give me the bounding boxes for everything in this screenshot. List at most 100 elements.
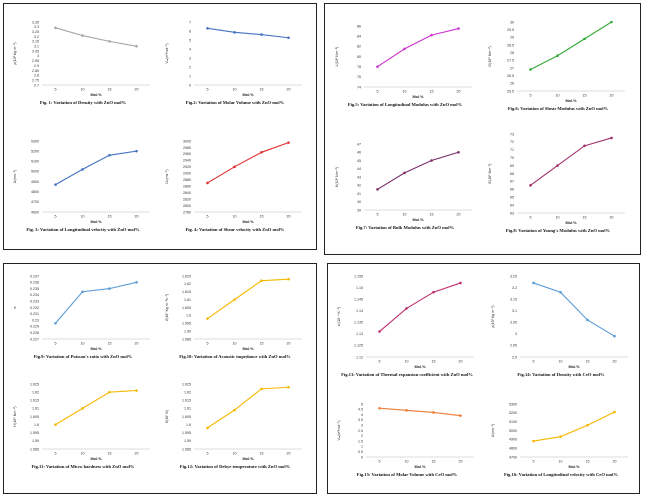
- data-point: [559, 435, 562, 438]
- chart-svg: Z(10⁷ Kg m⁻²s⁻¹)1.6251.621.6151.611.6051…: [165, 274, 302, 351]
- figure-caption: Fig.13: Variation of Thermal expansion c…: [341, 372, 473, 377]
- data-point: [430, 159, 433, 162]
- x-tick-label: 5: [207, 342, 209, 346]
- panel-ceo: [327, 263, 640, 494]
- data-point: [206, 317, 209, 320]
- x-tick-label: 5: [55, 88, 57, 92]
- y-tick-label: 3.35: [32, 20, 39, 24]
- x-tick-label: 10: [559, 460, 563, 464]
- y-tick-label: 26: [510, 82, 514, 86]
- series-line: [533, 282, 615, 337]
- y-tick-label: 2.75: [32, 78, 39, 82]
- y-tick-label: 3.05: [510, 321, 517, 325]
- y-tick-label: 3.15: [32, 40, 39, 44]
- y-tick-label: 5200: [509, 411, 517, 415]
- data-point: [532, 281, 535, 285]
- y-tick-label: 0.227: [30, 337, 39, 341]
- y-axis-label: E(10⁹ Nm⁻²): [488, 163, 492, 183]
- x-axis-label: Mol.%: [566, 221, 578, 225]
- x-axis-label: Mol.%: [569, 465, 581, 469]
- y-tick-label: 45: [357, 159, 361, 163]
- y-tick-label: 76: [357, 75, 361, 79]
- x-tick-label: 5: [55, 342, 57, 346]
- x-tick-label: 5: [207, 452, 209, 456]
- y-tick-label: 1.595: [30, 431, 39, 435]
- y-tick-label: 30: [510, 20, 514, 24]
- data-point: [233, 165, 236, 169]
- data-point: [378, 406, 381, 410]
- y-axis-label: Vₘ(m³mol⁻¹): [337, 420, 341, 440]
- x-tick-label: 15: [108, 452, 112, 456]
- data-point: [108, 153, 111, 157]
- y-tick-label: 43: [357, 175, 361, 179]
- x-tick-label: 10: [403, 90, 407, 94]
- y-tick-label: 2980: [183, 146, 191, 150]
- series-line: [530, 21, 612, 71]
- x-tick-label: 20: [459, 460, 463, 464]
- series-line: [55, 27, 137, 47]
- series-line: [379, 407, 461, 417]
- y-axis-label: αₜ(10⁻⁴ K⁻¹): [337, 307, 341, 326]
- y-tick-label: 27.5: [507, 59, 514, 63]
- y-tick-label: 41: [357, 192, 361, 196]
- y-tick-label: 5000: [509, 429, 517, 433]
- x-tick-label: 15: [260, 88, 264, 92]
- y-tick-label: 1.595: [182, 322, 191, 326]
- x-tick-label: 5: [530, 216, 532, 220]
- x-tick-label: 10: [405, 360, 409, 364]
- data-point: [108, 287, 111, 290]
- y-tick-label: 6: [189, 29, 191, 33]
- y-tick-label: 1.605: [30, 415, 39, 419]
- y-tick-label: 3.3: [34, 25, 39, 29]
- x-tick-label: 10: [556, 216, 560, 220]
- y-axis-label: ρ(10³ Kg m⁻³): [13, 42, 17, 64]
- y-tick-label: 66: [510, 188, 514, 192]
- x-tick-label: 10: [81, 215, 85, 219]
- data-point: [135, 281, 138, 284]
- y-tick-label: 5300: [509, 402, 517, 406]
- data-point: [287, 385, 290, 389]
- data-point: [287, 141, 290, 144]
- y-tick-label: 78: [357, 65, 361, 69]
- y-tick-label: 39: [357, 208, 361, 212]
- y-tick-label: 1.59: [184, 329, 191, 333]
- data-point: [432, 290, 435, 294]
- y-tick-label: 42: [357, 184, 361, 188]
- y-tick-label: 3.1: [34, 45, 39, 49]
- y-tick-label: 2.9: [34, 64, 39, 68]
- x-tick-label: 20: [287, 215, 291, 219]
- data-point: [403, 47, 406, 51]
- y-tick-label: 74: [357, 85, 361, 89]
- y-tick-label: 64: [510, 203, 514, 207]
- x-tick-label: 15: [586, 360, 590, 364]
- y-tick-label: 1.145: [354, 297, 363, 301]
- x-tick-label: 20: [457, 213, 461, 217]
- y-tick-label: 47: [357, 142, 361, 146]
- data-point: [108, 390, 111, 394]
- y-axis-label: Uₗ(ms⁻¹): [491, 424, 495, 437]
- figure-11: H(10⁹ Nm⁻²) 1.625 1.62 1.615 1.61 1.605 1.6 1.5…: [8, 378, 158, 472]
- y-tick-label: 4: [189, 47, 191, 51]
- data-point: [287, 36, 290, 40]
- x-tick-label: 5: [533, 360, 535, 364]
- y-tick-label: 86: [357, 24, 361, 28]
- x-tick-label: 20: [135, 88, 139, 92]
- x-tick-label: 10: [81, 342, 85, 346]
- y-tick-label: 27: [510, 66, 514, 70]
- y-tick-label: 1.61: [184, 298, 191, 302]
- x-tick-label: 10: [559, 360, 563, 364]
- y-tick-label: 26.5: [507, 74, 514, 78]
- x-tick-label: 10: [233, 342, 237, 346]
- y-tick-label: 25.5: [507, 89, 514, 93]
- y-tick-label: 1.14: [356, 309, 363, 313]
- x-axis-label: Mol.%: [413, 95, 425, 99]
- figure-caption: Fig.5: Variation of Longitudinal Modulus…: [347, 102, 463, 107]
- data-point: [586, 423, 589, 427]
- data-point: [556, 164, 559, 167]
- x-tick-label: 10: [233, 452, 237, 456]
- x-tick-label: 15: [260, 452, 264, 456]
- figure-caption: Fig.12: Variation of Debye temperature w…: [179, 464, 291, 469]
- y-tick-label: 1.15: [356, 286, 363, 290]
- figure-caption: Fig.15: Variation of Molar Volume with C…: [356, 472, 458, 477]
- data-point: [586, 318, 589, 322]
